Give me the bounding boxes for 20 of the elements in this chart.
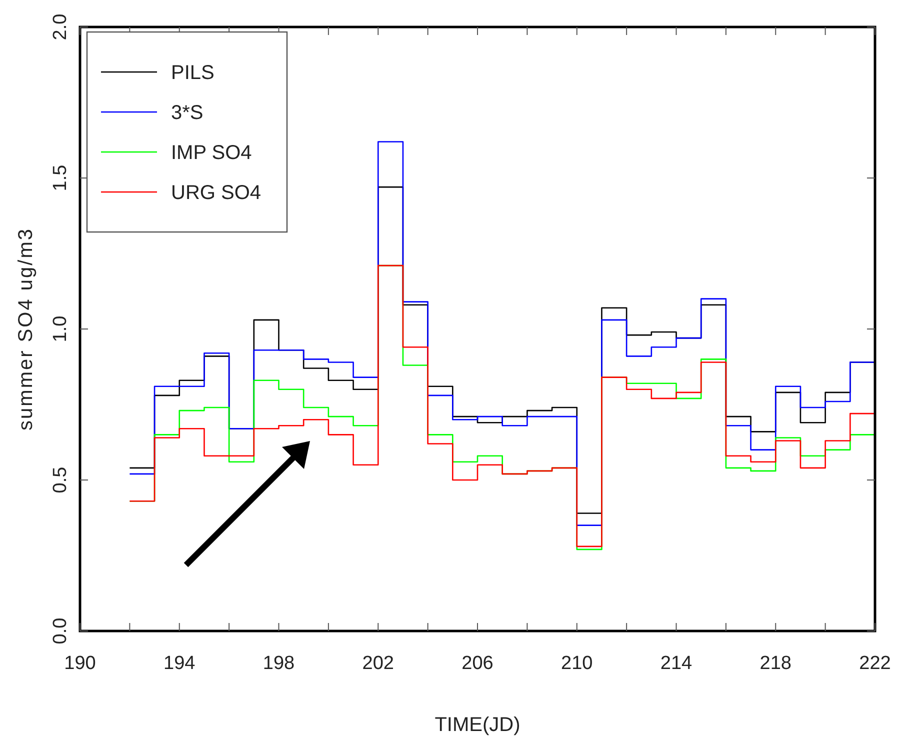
x-axis-title: TIME(JD) bbox=[434, 714, 520, 736]
legend-label: PILS bbox=[171, 62, 214, 84]
x-tick-label: 190 bbox=[64, 653, 96, 674]
x-tick-label: 222 bbox=[859, 653, 891, 674]
x-tick-label: 198 bbox=[262, 653, 295, 674]
x-tick-label: 202 bbox=[362, 653, 394, 674]
y-tick-label: 0.0 bbox=[50, 618, 71, 644]
x-tick-label: 218 bbox=[760, 653, 792, 674]
y-tick-label: 1.5 bbox=[50, 164, 71, 192]
x-tick-label: 206 bbox=[462, 653, 494, 674]
legend-label: 3*S bbox=[171, 102, 204, 124]
legend-label: IMP SO4 bbox=[171, 142, 252, 164]
x-tick-label: 214 bbox=[660, 653, 693, 674]
y-tick-label: 1.0 bbox=[50, 316, 71, 342]
x-tick-label: 210 bbox=[561, 653, 593, 674]
y-axis-title: summer SO4 ug/m3 bbox=[15, 228, 37, 430]
x-tick-label: 194 bbox=[164, 653, 196, 674]
legend-label: URG SO4 bbox=[171, 182, 262, 204]
y-tick-label: 2.0 bbox=[50, 14, 71, 40]
y-tick-label: 0.5 bbox=[50, 466, 71, 494]
